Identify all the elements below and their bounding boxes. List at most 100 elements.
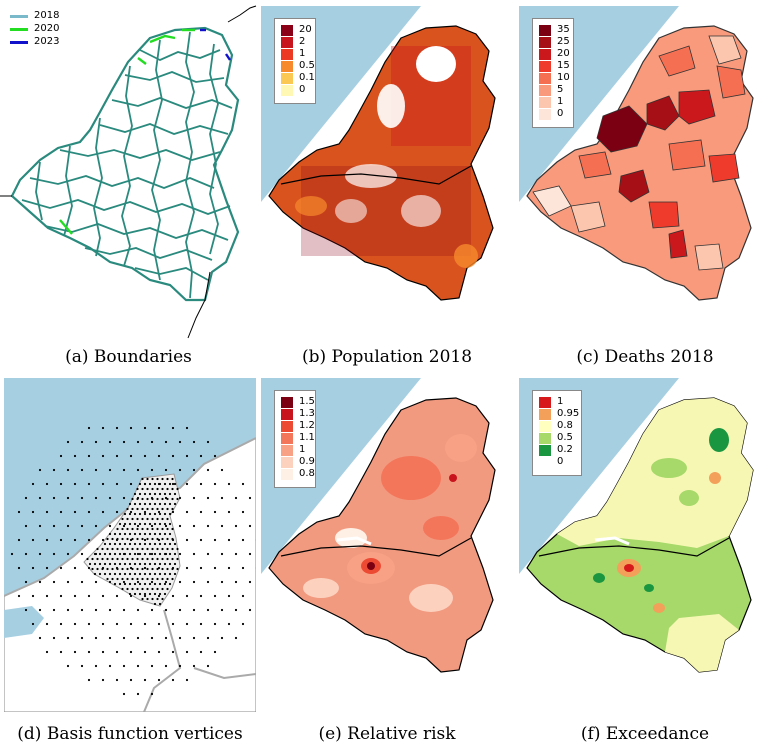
mesh-vertex [121, 587, 124, 591]
mesh-vertex [220, 580, 224, 584]
mesh-vertex [59, 510, 63, 514]
legend-label: 0.1 [299, 72, 315, 83]
mesh-vertex [176, 497, 179, 501]
mesh-vertex [66, 580, 70, 584]
border-grey [143, 609, 182, 712]
mesh-vertex [150, 468, 154, 472]
mesh-vertex [73, 454, 77, 458]
mesh-vertex [115, 426, 119, 430]
mesh-vertex [108, 524, 112, 528]
legend-swatch [281, 61, 293, 72]
legend-row: 1 [533, 96, 573, 108]
mesh-vertex [163, 482, 167, 486]
mesh-vertex [86, 557, 89, 561]
mesh-vertex [108, 552, 112, 556]
mesh-vertex [178, 440, 182, 444]
mesh-vertex [173, 482, 177, 486]
legend-label: 1.1 [299, 432, 315, 443]
mesh-vertex [171, 454, 175, 458]
mesh-vertex [143, 650, 147, 654]
mesh-vertex [143, 512, 147, 516]
mesh-vertex [168, 532, 172, 536]
mesh-vertex [59, 650, 63, 654]
panel-boundaries: 2018 2020 2023 [0, 0, 257, 340]
mesh-vertex [116, 557, 119, 561]
mesh-vertex [123, 552, 127, 556]
mesh-vertex [115, 454, 119, 458]
mesh-vertex [213, 622, 217, 626]
mesh-vertex [87, 510, 91, 514]
mesh-vertex [158, 532, 162, 536]
mesh-vertex [59, 622, 63, 626]
mesh-vertex [133, 502, 137, 506]
mesh-vertex [157, 622, 161, 626]
mesh-vertex [80, 440, 84, 444]
mesh-vertex [168, 562, 172, 566]
legend-row: 20 [275, 24, 315, 36]
mesh-vertex [24, 580, 28, 584]
mesh-vertex [153, 562, 157, 566]
mesh-vertex [227, 538, 231, 542]
legend-row: 10 [533, 72, 573, 84]
mesh-vertex [151, 597, 154, 601]
mesh-vertex [199, 510, 203, 514]
mesh-vertex [80, 636, 84, 640]
mesh-vertex [171, 527, 174, 531]
mesh-vertex [103, 562, 107, 566]
mesh-vertex [66, 440, 70, 444]
mesh-vertex [161, 587, 164, 591]
mesh-vertex [106, 547, 109, 551]
mesh-vertex [143, 510, 147, 514]
mesh-vertex [73, 482, 77, 486]
mesh-vertex [241, 510, 245, 514]
panel-exceedance: 1 0.95 0.8 0.5 0.2 0 [519, 378, 771, 712]
mesh-vertex [103, 572, 107, 576]
mesh-vertex [173, 502, 177, 506]
mesh-vertex [241, 538, 245, 542]
mesh-vertex [106, 537, 109, 541]
mesh-vertex [166, 557, 169, 561]
mesh-vertex [31, 594, 35, 598]
mesh-vertex [241, 566, 245, 570]
mesh-vertex [113, 562, 117, 566]
mesh-vertex [156, 507, 159, 511]
mesh-vertex [166, 497, 169, 501]
mesh-map [4, 378, 256, 712]
mesh-vertex [31, 538, 35, 542]
mesh-vertex [158, 502, 162, 506]
mesh-vertex [111, 567, 114, 571]
mesh-vertex [106, 567, 109, 571]
exceedance-map [519, 378, 771, 712]
mesh-vertex [151, 537, 154, 541]
mesh-vertex [108, 636, 112, 640]
mesh-vertex [118, 542, 122, 546]
mesh-vertex [199, 566, 203, 570]
benelux-outline [10, 26, 240, 302]
mesh-vertex [156, 517, 159, 521]
mesh-vertex [136, 517, 139, 521]
legend-label: 0 [557, 108, 564, 119]
legend-swatch [539, 445, 551, 456]
river-estuary [336, 536, 372, 546]
mesh-vertex [129, 510, 133, 514]
mesh-vertex [87, 650, 91, 654]
mesh-vertex [161, 497, 164, 501]
mesh-vertex [45, 650, 49, 654]
mesh-vertex [73, 594, 77, 598]
mesh-vertex [87, 566, 91, 570]
mesh-vertex [128, 522, 132, 526]
mesh-vertex [163, 552, 167, 556]
mesh-vertex [133, 522, 137, 526]
mesh-vertex [173, 562, 177, 566]
mesh-vertex [153, 512, 157, 516]
mesh-vertex [129, 622, 133, 626]
mesh-vertex [146, 497, 149, 501]
mesh-vertex [38, 552, 42, 556]
mesh-vertex [156, 547, 159, 551]
mesh-vertex [115, 678, 119, 682]
mesh-vertex [123, 542, 127, 546]
mesh-vertex [150, 664, 154, 668]
border-nl-be [538, 537, 730, 557]
mesh-vertex [163, 592, 167, 596]
mesh-vertex [168, 572, 172, 576]
